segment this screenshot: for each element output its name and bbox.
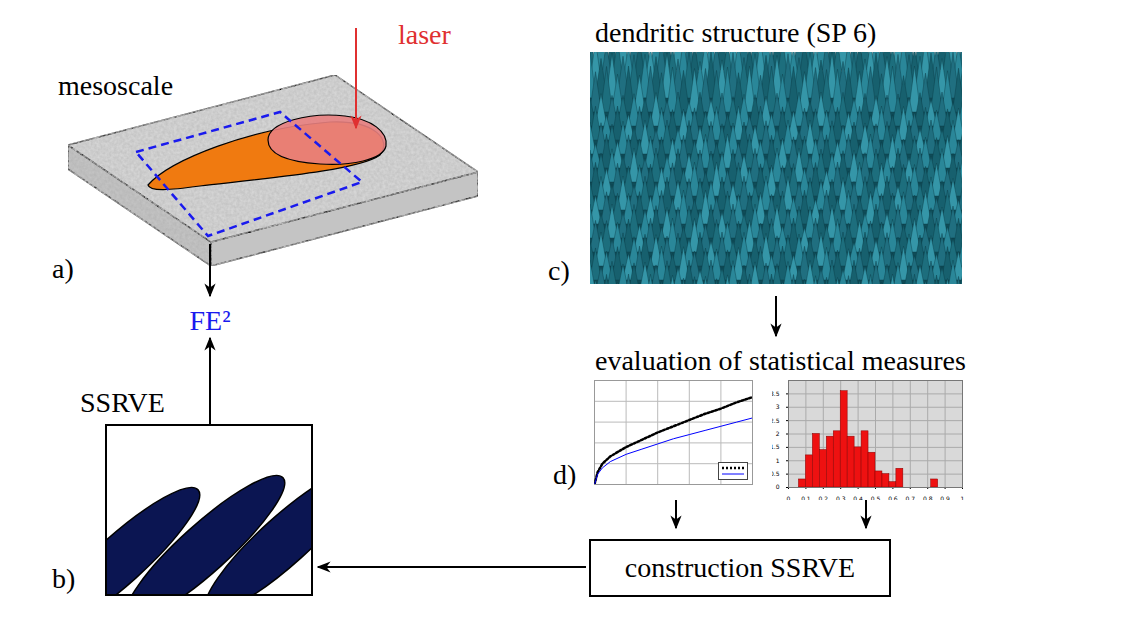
- svg-text:dendritic structure (SP 6): dendritic structure (SP 6): [595, 17, 876, 48]
- svg-text:1: 1: [961, 495, 965, 500]
- svg-text:b): b): [52, 563, 75, 594]
- svg-text:FE²: FE²: [189, 305, 230, 336]
- svg-text:0: 0: [776, 483, 780, 490]
- svg-text:3: 3: [776, 403, 780, 410]
- svg-text:1: 1: [776, 457, 780, 464]
- svg-text:0.5: 0.5: [871, 495, 881, 500]
- svg-text:3.5: 3.5: [772, 390, 780, 397]
- svg-text:0.2: 0.2: [819, 495, 829, 500]
- svg-text:0.9: 0.9: [940, 495, 950, 500]
- svg-text:d): d): [553, 459, 576, 490]
- svg-text:0.5: 0.5: [772, 470, 780, 477]
- svg-text:0.6: 0.6: [888, 495, 898, 500]
- svg-text:0.7: 0.7: [906, 495, 916, 500]
- svg-text:SSRVE: SSRVE: [80, 387, 165, 418]
- svg-text:a): a): [52, 253, 74, 284]
- svg-text:c): c): [548, 255, 570, 286]
- svg-text:0.3: 0.3: [836, 495, 846, 500]
- svg-text:0.8: 0.8: [923, 495, 933, 500]
- svg-text:construction SSRVE: construction SSRVE: [625, 552, 855, 583]
- svg-text:1.5: 1.5: [772, 443, 780, 450]
- svg-text:2.5: 2.5: [772, 417, 780, 424]
- svg-text:0: 0: [787, 495, 791, 500]
- svg-text:evaluation of statistical meas: evaluation of statistical measures: [595, 345, 966, 376]
- svg-text:2: 2: [776, 430, 780, 437]
- svg-text:0.4: 0.4: [853, 495, 863, 500]
- svg-text:0.1: 0.1: [801, 495, 811, 500]
- svg-text:laser: laser: [398, 19, 452, 50]
- svg-text:mesoscale: mesoscale: [58, 70, 173, 101]
